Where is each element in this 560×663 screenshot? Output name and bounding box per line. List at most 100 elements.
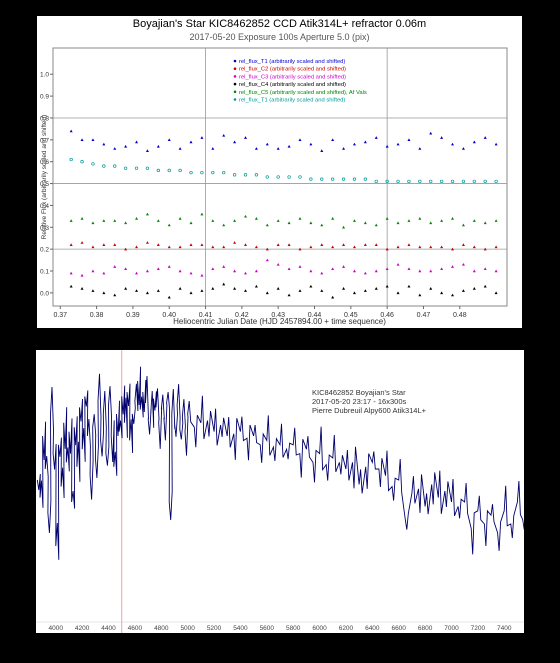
data-point [320,243,324,246]
series-2 [69,241,498,251]
data-point [265,291,269,295]
y-tick-label: 0.6 [40,159,49,166]
data-point [222,265,226,268]
data-point [276,287,280,290]
data-point [156,289,160,292]
x-tick-label: 6000 [312,625,327,632]
data-point [483,284,487,288]
data-point [167,223,171,227]
data-point [254,147,258,150]
data-point [156,168,160,173]
data-point [265,247,269,251]
data-point [309,142,313,146]
data-point [331,177,335,181]
data-point [451,265,455,268]
data-point [80,160,84,164]
data-point [113,293,117,297]
data-point [429,269,433,273]
y-tick-label: 0.5 [40,181,49,188]
data-point [243,214,247,218]
data-point [200,243,204,246]
data-point [407,138,411,142]
x-tick-label: 4600 [128,625,143,632]
data-point [102,164,106,168]
x-tick-label: 0.42 [235,312,249,319]
data-point [461,243,465,246]
data-point [472,140,476,144]
data-point [211,245,215,249]
data-point [254,284,258,288]
data-point [124,247,128,251]
data-point [483,221,487,225]
data-point [222,282,226,286]
data-point [124,144,128,148]
x-tick-label: 0.48 [453,312,467,319]
data-point [363,289,367,292]
legend-marker [233,82,237,86]
data-point [450,179,455,184]
data-point [156,243,160,246]
y-tick-label: 0.4 [40,203,49,210]
data-point [167,245,171,249]
data-point [429,179,433,184]
x-tick-label: 0.45 [344,312,358,319]
data-point [178,245,182,249]
data-point [483,179,487,184]
data-point [254,245,258,249]
data-point [145,149,149,152]
data-point [320,149,324,152]
x-tick-label: 4000 [49,625,64,632]
data-point [233,269,237,273]
data-point [483,247,487,251]
x-tick-label: 6400 [365,625,380,632]
data-point [80,273,84,277]
data-point [287,267,291,271]
data-point [440,245,444,249]
lightcurve-panel: Boyajian's Star KIC8462852 CCD Atik314L+… [37,16,522,328]
data-point [145,166,150,170]
data-point [407,267,411,271]
data-point [494,269,498,273]
data-point [396,179,400,184]
data-point [342,147,346,150]
data-point [287,293,291,297]
data-point [461,179,466,184]
data-point [385,144,389,148]
data-point [320,271,324,275]
data-point [287,175,291,179]
data-point [352,291,356,295]
data-point [451,293,455,297]
data-point [418,269,422,273]
x-tick-label: 0.39 [126,312,140,319]
data-point [265,258,269,262]
data-point [298,138,302,142]
x-tick-label: 5800 [286,625,301,632]
data-point [232,173,237,177]
spectrum-panel: 4000 4200 4400 4600 4800 5000 5200 5400 5600 5800… [36,350,524,633]
data-point [123,166,128,170]
data-point [156,219,160,222]
data-point [385,284,389,288]
legend-entry: rel_flux_T1 (arbitrarily scaled and shif… [239,98,345,104]
data-point [320,289,324,292]
data-point [134,166,139,170]
data-point [233,140,237,144]
data-point [178,287,182,290]
data-point [374,269,378,273]
x-tick-label: 5600 [260,625,275,632]
data-point [222,170,226,175]
data-point [113,147,117,150]
data-point [135,245,139,249]
data-point [178,147,182,150]
lightcurve-title: Boyajian's Star KIC8462852 CCD Atik314L+… [132,18,427,30]
data-point [341,177,346,181]
y-tick-label: 1.0 [40,72,49,79]
data-point [233,241,237,244]
y-tick-label: 0.7 [40,137,49,144]
data-point [102,243,106,246]
spectrum-line [36,366,524,560]
data-point [385,247,389,251]
data-point [113,265,117,268]
data-point [276,175,280,179]
data-point [461,289,465,292]
